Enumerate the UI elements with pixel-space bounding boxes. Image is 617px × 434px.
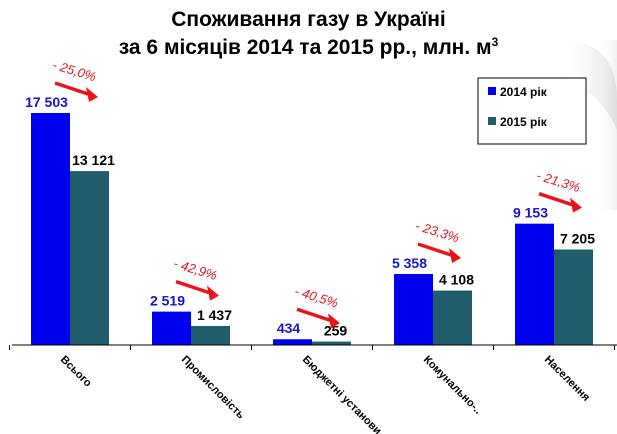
legend-swatch-1 (488, 117, 496, 125)
data-label-2014-0: 17 503 (25, 94, 68, 110)
x-tick-label-0: Всього (58, 354, 94, 390)
bar-2015-3 (433, 290, 472, 345)
x-tick-label-3: Комунально-.. (421, 354, 484, 417)
chart-title-line-2-text: за 6 місяців 2014 та 2015 рр., млн. м (118, 36, 492, 59)
data-label-2015-4: 7 205 (560, 230, 595, 246)
change-arrow-shaft-2 (296, 307, 331, 322)
x-axis: Всього Промисловість Бюджетні установи Кому… (9, 344, 617, 434)
change-arrow-head-2 (328, 313, 340, 329)
bar-2015-0 (70, 171, 109, 345)
chart-title-line-2: за 6 місяців 2014 та 2015 рр., млн. м3 (0, 35, 617, 60)
change-arrow-shaft-3 (417, 242, 452, 257)
data-label-2015-1: 1 437 (197, 307, 232, 323)
plot-area (31, 113, 593, 345)
x-tick-label-1: Промисловість (179, 354, 247, 422)
bar-2014-0 (31, 113, 70, 345)
data-label-2015-2: 259 (324, 323, 348, 339)
legend: 2014 рік 2015 рік (477, 77, 587, 145)
x-tick-label-2: Бюджетні установи (300, 354, 384, 434)
bar-2015-1 (191, 325, 230, 345)
data-label-2014-2: 434 (277, 320, 301, 336)
change-arrow-head-1 (207, 285, 219, 301)
change-arrow-head-4 (570, 197, 582, 213)
change-label-0: - 25,0% (51, 57, 98, 84)
bar-2014-4 (515, 223, 554, 345)
legend-swatch-0 (488, 87, 496, 95)
change-arrow-head-0 (86, 87, 98, 102)
data-label-2014-1: 2 519 (150, 293, 185, 309)
bar-2015-4 (554, 249, 593, 345)
legend-label-0: 2014 рік (500, 85, 548, 99)
bar-2014-2 (273, 339, 312, 345)
change-label-2: - 40,5% (293, 283, 340, 310)
change-arrow-shaft-4 (538, 192, 573, 207)
change-label-1: - 42,9% (172, 256, 219, 283)
data-labels: 17 503 13 121 2 519 1 437 434 259 5 358 4 108 9 … (25, 94, 595, 339)
data-label-2014-4: 9 153 (513, 205, 548, 221)
bar-2014-1 (152, 311, 191, 345)
x-tick-label-4: Населення (542, 354, 592, 404)
data-label-2014-3: 5 358 (392, 255, 427, 271)
change-label-3: - 23,3% (414, 218, 461, 245)
data-label-2015-3: 4 108 (439, 272, 474, 288)
bar-2014-3 (394, 273, 433, 345)
change-arrow-shaft-0 (54, 81, 89, 96)
change-arrow-shaft-1 (175, 279, 210, 295)
data-label-2015-0: 13 121 (72, 152, 115, 168)
chart-title-unit-superscript: 3 (491, 35, 499, 49)
legend-label-1: 2015 рік (500, 115, 548, 129)
change-arrow-head-3 (449, 247, 461, 263)
bar-2015-2 (312, 341, 351, 345)
change-label-4: - 21,3% (535, 168, 582, 195)
decorative-corner-shape (560, 40, 617, 210)
chart-title-line-1: Споживання газу в Україні (171, 8, 446, 31)
